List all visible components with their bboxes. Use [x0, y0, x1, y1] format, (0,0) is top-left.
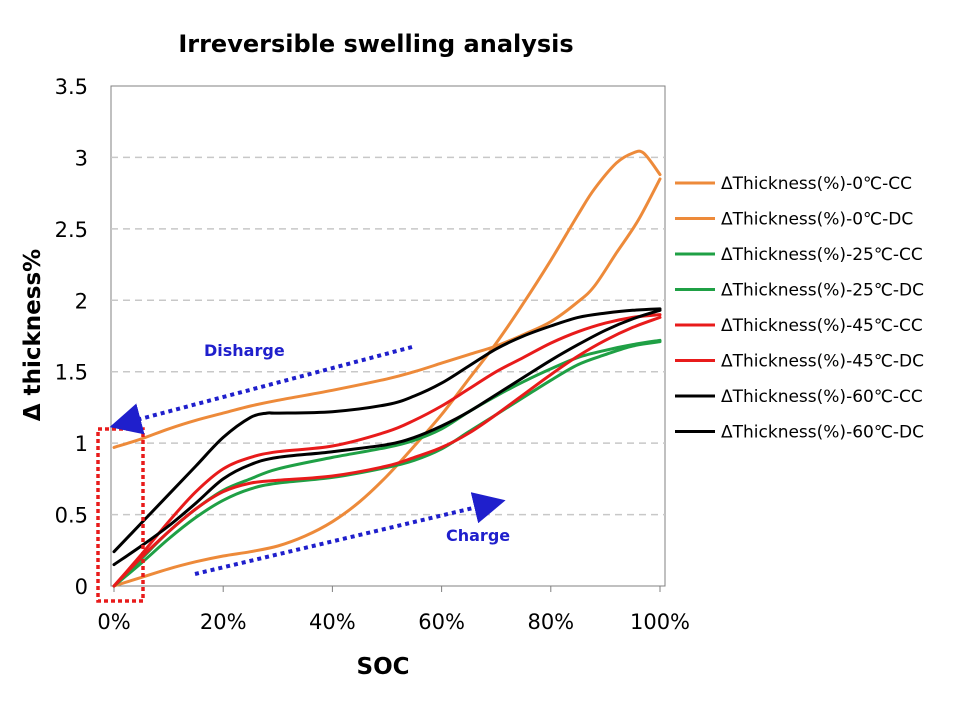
- legend: ΔThickness(%)-0℃-CC ΔThickness(%)-0℃-DC ΔT…: [675, 174, 924, 443]
- discharge-label: Disharge: [204, 341, 285, 360]
- x-tick-label-0: 0%: [97, 610, 130, 634]
- x-axis-title: SOC: [357, 654, 410, 680]
- x-tick-label-5: 100%: [630, 610, 690, 634]
- y-tick-label-6: 3: [75, 146, 88, 170]
- legend-label-0: ΔThickness(%)-0℃-CC: [721, 174, 912, 194]
- charge-arrow: [194, 492, 506, 576]
- series-lines: [112, 149, 662, 588]
- charge-label: Charge: [446, 526, 510, 545]
- legend-label-7: ΔThickness(%)-60℃-DC: [721, 423, 924, 443]
- legend-label-1: ΔThickness(%)-0℃-DC: [721, 210, 913, 230]
- x-tick-label-4: 80%: [527, 610, 574, 634]
- discharge-arrow: [109, 345, 413, 435]
- series-line-1: [112, 177, 662, 449]
- legend-label-5: ΔThickness(%)-45℃-DC: [721, 352, 924, 372]
- y-axis-ticks: 0 0.5 1 1.5 2 2.5 3 3.5: [55, 75, 88, 599]
- y-tick-label-3: 1.5: [55, 361, 88, 385]
- y-tick-label-5: 2.5: [55, 218, 88, 242]
- series-line-3: [112, 338, 662, 588]
- legend-label-2: ΔThickness(%)-25℃-CC: [721, 245, 923, 265]
- series-line-0: [112, 149, 662, 588]
- x-tick-label-3: 60%: [418, 610, 465, 634]
- legend-label-6: ΔThickness(%)-60℃-CC: [721, 387, 923, 407]
- legend-label-4: ΔThickness(%)-45℃-CC: [721, 316, 923, 336]
- y-tick-label-1: 0.5: [55, 504, 88, 528]
- y-axis-title: Δ thickness%: [20, 249, 46, 421]
- y-tick-label-4: 2: [75, 289, 88, 313]
- series-line-4: [112, 315, 662, 588]
- chart-title: Irreversible swelling analysis: [178, 30, 573, 58]
- x-tick-label-2: 40%: [309, 610, 356, 634]
- y-tick-label-7: 3.5: [55, 75, 88, 99]
- series-line-5: [112, 313, 662, 588]
- legend-label-3: ΔThickness(%)-25℃-DC: [721, 281, 924, 301]
- series-line-6: [112, 308, 662, 567]
- x-tick-label-1: 20%: [200, 610, 247, 634]
- y-tick-label-0: 0: [75, 575, 88, 599]
- series-line-7: [112, 307, 662, 554]
- x-axis-ticks: 0% 20% 40% 60% 80% 100%: [97, 586, 690, 634]
- y-tick-label-2: 1: [75, 432, 88, 456]
- plot-area: [110, 85, 666, 587]
- series-line-2: [112, 340, 662, 588]
